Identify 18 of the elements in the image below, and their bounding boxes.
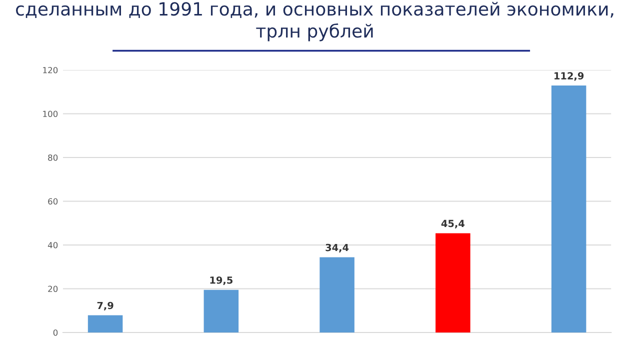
y-tick-label: 80 xyxy=(48,154,58,161)
data-label: 112,9 xyxy=(554,72,584,81)
y-tick-label: 0 xyxy=(53,329,58,336)
bar xyxy=(204,290,239,332)
y-tick-label: 100 xyxy=(43,110,58,118)
data-label: 7,9 xyxy=(97,302,114,310)
y-tick-label: 20 xyxy=(48,286,58,292)
bar xyxy=(320,257,354,332)
bar xyxy=(551,86,586,332)
bar xyxy=(88,315,123,332)
y-tick-label: 120 xyxy=(43,66,58,74)
y-tick-label: 60 xyxy=(48,198,58,205)
bar xyxy=(436,233,470,332)
chart-title: сделанным до 1991 года, и основных показателей экономики, трлн рублей xyxy=(16,2,614,42)
data-label: 45,4 xyxy=(441,220,464,228)
y-tick-label: 40 xyxy=(48,242,58,248)
data-label: 34,4 xyxy=(326,244,349,252)
data-label: 19,5 xyxy=(210,276,232,286)
